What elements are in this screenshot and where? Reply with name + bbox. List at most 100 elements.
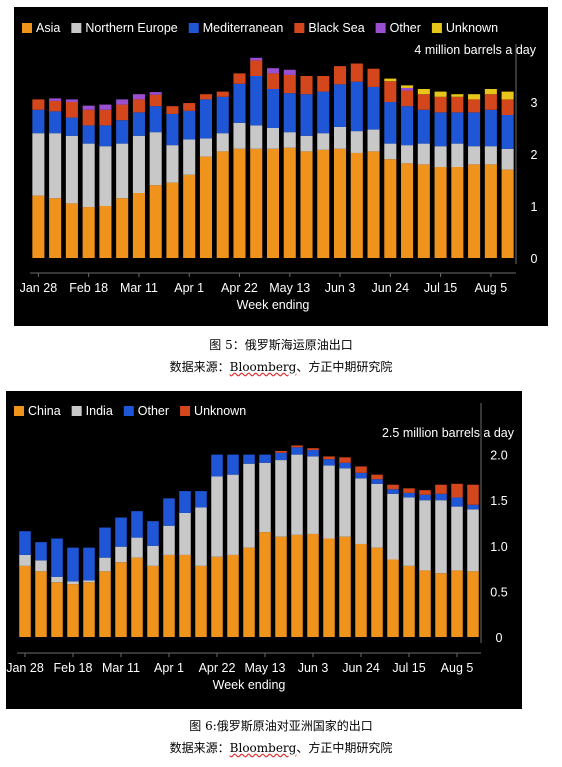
bar-segment xyxy=(417,164,430,258)
x-tick-label: Apr 1 xyxy=(174,281,204,295)
bar-segment xyxy=(211,476,223,557)
bar-segment xyxy=(83,580,95,583)
bar-segment xyxy=(419,570,431,637)
bar-segment xyxy=(67,584,79,637)
bar-segment xyxy=(350,131,363,153)
bar-segment xyxy=(83,582,95,637)
bar-segment xyxy=(484,109,497,147)
bar-segment xyxy=(401,106,414,146)
bar-segment xyxy=(323,456,335,460)
bar-segment xyxy=(233,73,246,84)
source-brand: Bloomberg xyxy=(229,360,297,374)
bar-segment xyxy=(307,450,319,457)
bar-segment xyxy=(401,87,414,91)
legend-swatch xyxy=(22,23,32,33)
source-suffix: 、方正中期研究院 xyxy=(296,360,393,374)
bar-segment xyxy=(163,554,175,637)
bar-segment xyxy=(116,198,129,258)
x-tick-label: Jun 24 xyxy=(342,661,380,675)
bar-segment xyxy=(451,96,464,113)
bar-segment xyxy=(419,490,431,495)
bar-segment xyxy=(484,164,497,258)
bar-segment xyxy=(355,472,367,479)
bar-segment xyxy=(468,112,481,147)
bar-segment xyxy=(131,511,143,538)
bar-segment xyxy=(484,94,497,110)
y-tick-label: 0.5 xyxy=(490,585,507,599)
bar-segment xyxy=(243,454,255,464)
bar-segment xyxy=(468,94,481,100)
bar-segment xyxy=(32,99,45,110)
bar-segment xyxy=(300,76,313,95)
bar-segment xyxy=(35,542,47,561)
bar-segment xyxy=(384,81,397,102)
bar-segment xyxy=(67,581,79,585)
bar-segment xyxy=(401,163,414,258)
bar-segment xyxy=(82,105,95,110)
bar-segment xyxy=(99,125,112,147)
bar-segment xyxy=(250,148,263,258)
bar-segment xyxy=(451,112,464,144)
bar-segment xyxy=(243,547,255,637)
bar-segment xyxy=(183,103,196,111)
bar-segment xyxy=(401,145,414,164)
bar-segment xyxy=(434,91,447,97)
bar-segment xyxy=(195,507,207,566)
source-suffix: 、方正中期研究院 xyxy=(296,741,393,755)
bar-segment xyxy=(132,99,145,113)
bar-segment xyxy=(67,547,79,582)
bar-segment xyxy=(132,193,145,258)
bar-segment xyxy=(468,146,481,165)
bar-segment xyxy=(434,146,447,167)
bar-segment xyxy=(250,60,263,76)
bar-segment xyxy=(83,547,95,581)
x-tick-label: Jan 28 xyxy=(20,281,58,295)
y-tick-label: 0 xyxy=(496,631,503,645)
bar-segment xyxy=(317,91,330,134)
bar-segment xyxy=(166,182,179,258)
bar-segment xyxy=(350,152,363,258)
bar-segment xyxy=(350,63,363,82)
chart-source: 数据来源：Bloomberg、方正中期研究院 xyxy=(0,358,562,375)
bar-segment xyxy=(434,112,447,147)
bar-segment xyxy=(501,148,514,170)
legend-label: Black Sea xyxy=(308,21,364,35)
bar-segment xyxy=(339,457,351,463)
bar-segment xyxy=(371,474,383,480)
bar-segment xyxy=(35,560,47,572)
x-tick-label: Aug 5 xyxy=(475,281,508,295)
bar-segment xyxy=(116,99,129,105)
x-tick-label: Mar 11 xyxy=(120,281,158,295)
bar-segment xyxy=(339,468,351,537)
bar-segment xyxy=(275,460,287,537)
bar-segment xyxy=(317,76,330,92)
bar-segment xyxy=(147,565,159,637)
bar-segment xyxy=(51,538,63,577)
bar-segment xyxy=(300,135,313,152)
x-tick-label: Feb 18 xyxy=(69,281,108,295)
bar-segment xyxy=(179,512,191,555)
bar-segment xyxy=(19,531,31,555)
bar-segment xyxy=(323,465,335,539)
bar-segment xyxy=(403,497,415,566)
bar-segment xyxy=(283,132,296,148)
bar-segment xyxy=(339,536,351,637)
bar-segment xyxy=(291,454,303,535)
bar-segment xyxy=(317,149,330,258)
legend-label: Mediterranean xyxy=(203,21,284,35)
bar-segment xyxy=(419,500,431,571)
x-tick-label: Jun 3 xyxy=(298,661,329,675)
bar-segment xyxy=(259,462,271,533)
bar-segment xyxy=(451,497,463,507)
bar-segment xyxy=(65,203,78,258)
bar-segment xyxy=(259,532,271,637)
bar-segment xyxy=(323,459,335,466)
x-tick-label: Jun 3 xyxy=(325,281,356,295)
bar-segment xyxy=(501,115,514,149)
bar-segment xyxy=(82,125,95,144)
x-tick-label: Jul 15 xyxy=(424,281,457,295)
legend-swatch xyxy=(71,23,82,33)
bar-segment xyxy=(467,504,479,510)
bar-segment xyxy=(367,151,380,258)
legend-swatch xyxy=(294,23,305,33)
